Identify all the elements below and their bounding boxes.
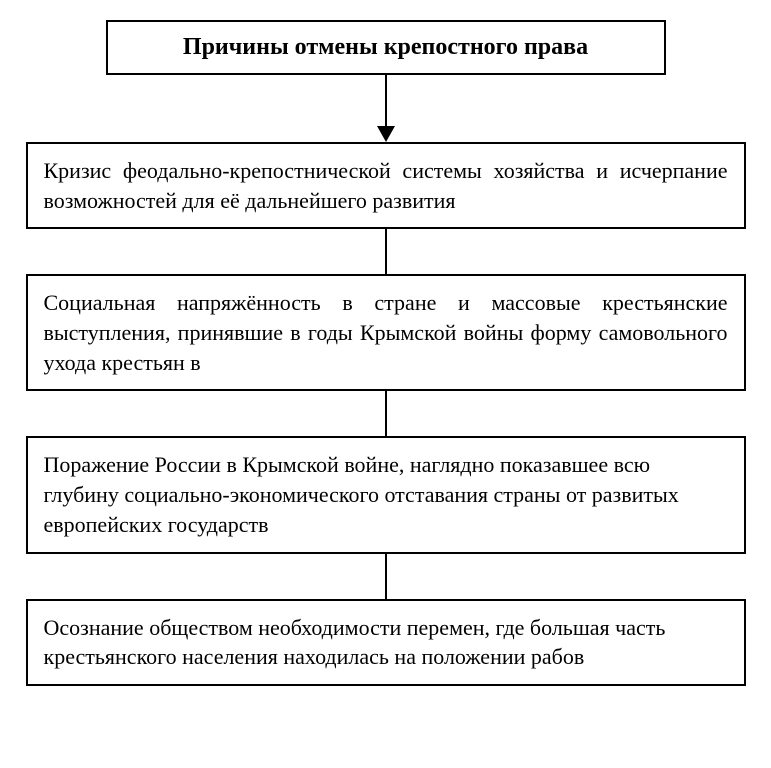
diagram-container: Причины отмены крепостного права Кризис … bbox=[0, 0, 771, 706]
title-text: Причины отмены крепостного права bbox=[183, 34, 588, 60]
reason-box-2: Социальная напряжённость в стране и масс… bbox=[26, 274, 746, 391]
connector-line-2 bbox=[385, 391, 387, 436]
reason-text-4: Осознание обществом необходимости переме… bbox=[44, 615, 666, 670]
arrow-head bbox=[377, 126, 395, 142]
reason-box-3: Поражение России в Крымской войне, нагля… bbox=[26, 436, 746, 553]
reason-box-4: Осознание обществом необходимости переме… bbox=[26, 599, 746, 686]
title-box: Причины отмены крепостного права bbox=[106, 20, 666, 75]
arrow-line bbox=[385, 75, 387, 127]
connector-line-1 bbox=[385, 229, 387, 274]
reason-text-2: Социальная напряжённость в стране и масс… bbox=[44, 290, 728, 374]
reason-text-1: Кризис феодально-крепостнической системы… bbox=[44, 158, 728, 213]
arrow-connector bbox=[25, 75, 746, 142]
reason-text-3: Поражение России в Крымской войне, нагля… bbox=[44, 452, 679, 536]
connector-line-3 bbox=[385, 554, 387, 599]
reason-box-1: Кризис феодально-крепостнической системы… bbox=[26, 142, 746, 229]
